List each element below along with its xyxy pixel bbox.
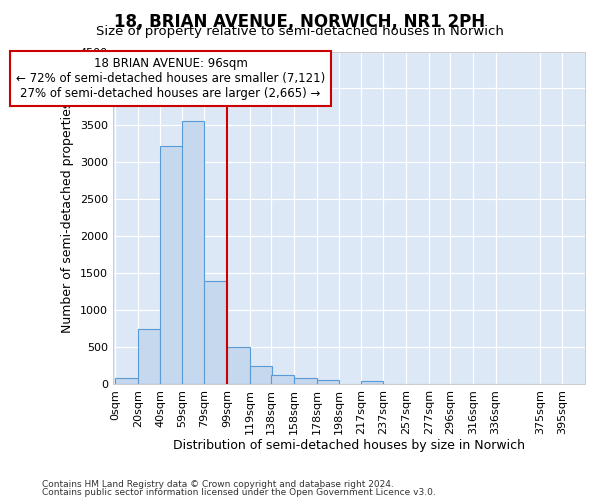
Text: Size of property relative to semi-detached houses in Norwich: Size of property relative to semi-detach… — [96, 25, 504, 38]
Bar — [250, 366, 272, 384]
Text: 18 BRIAN AVENUE: 96sqm
← 72% of semi-detached houses are smaller (7,121)
27% of : 18 BRIAN AVENUE: 96sqm ← 72% of semi-det… — [16, 56, 325, 100]
Bar — [317, 380, 339, 384]
Y-axis label: Number of semi-detached properties: Number of semi-detached properties — [61, 102, 74, 334]
Text: Contains public sector information licensed under the Open Government Licence v3: Contains public sector information licen… — [42, 488, 436, 497]
Bar — [205, 280, 227, 384]
Bar — [271, 375, 294, 384]
Bar — [227, 347, 250, 384]
Bar — [182, 121, 205, 384]
Text: 18, BRIAN AVENUE, NORWICH, NR1 2PH: 18, BRIAN AVENUE, NORWICH, NR1 2PH — [115, 12, 485, 30]
Text: Contains HM Land Registry data © Crown copyright and database right 2024.: Contains HM Land Registry data © Crown c… — [42, 480, 394, 489]
Bar — [294, 378, 317, 384]
Bar — [160, 146, 183, 384]
Bar — [137, 328, 160, 384]
X-axis label: Distribution of semi-detached houses by size in Norwich: Distribution of semi-detached houses by … — [173, 440, 525, 452]
Bar — [361, 381, 383, 384]
Bar — [115, 378, 137, 384]
